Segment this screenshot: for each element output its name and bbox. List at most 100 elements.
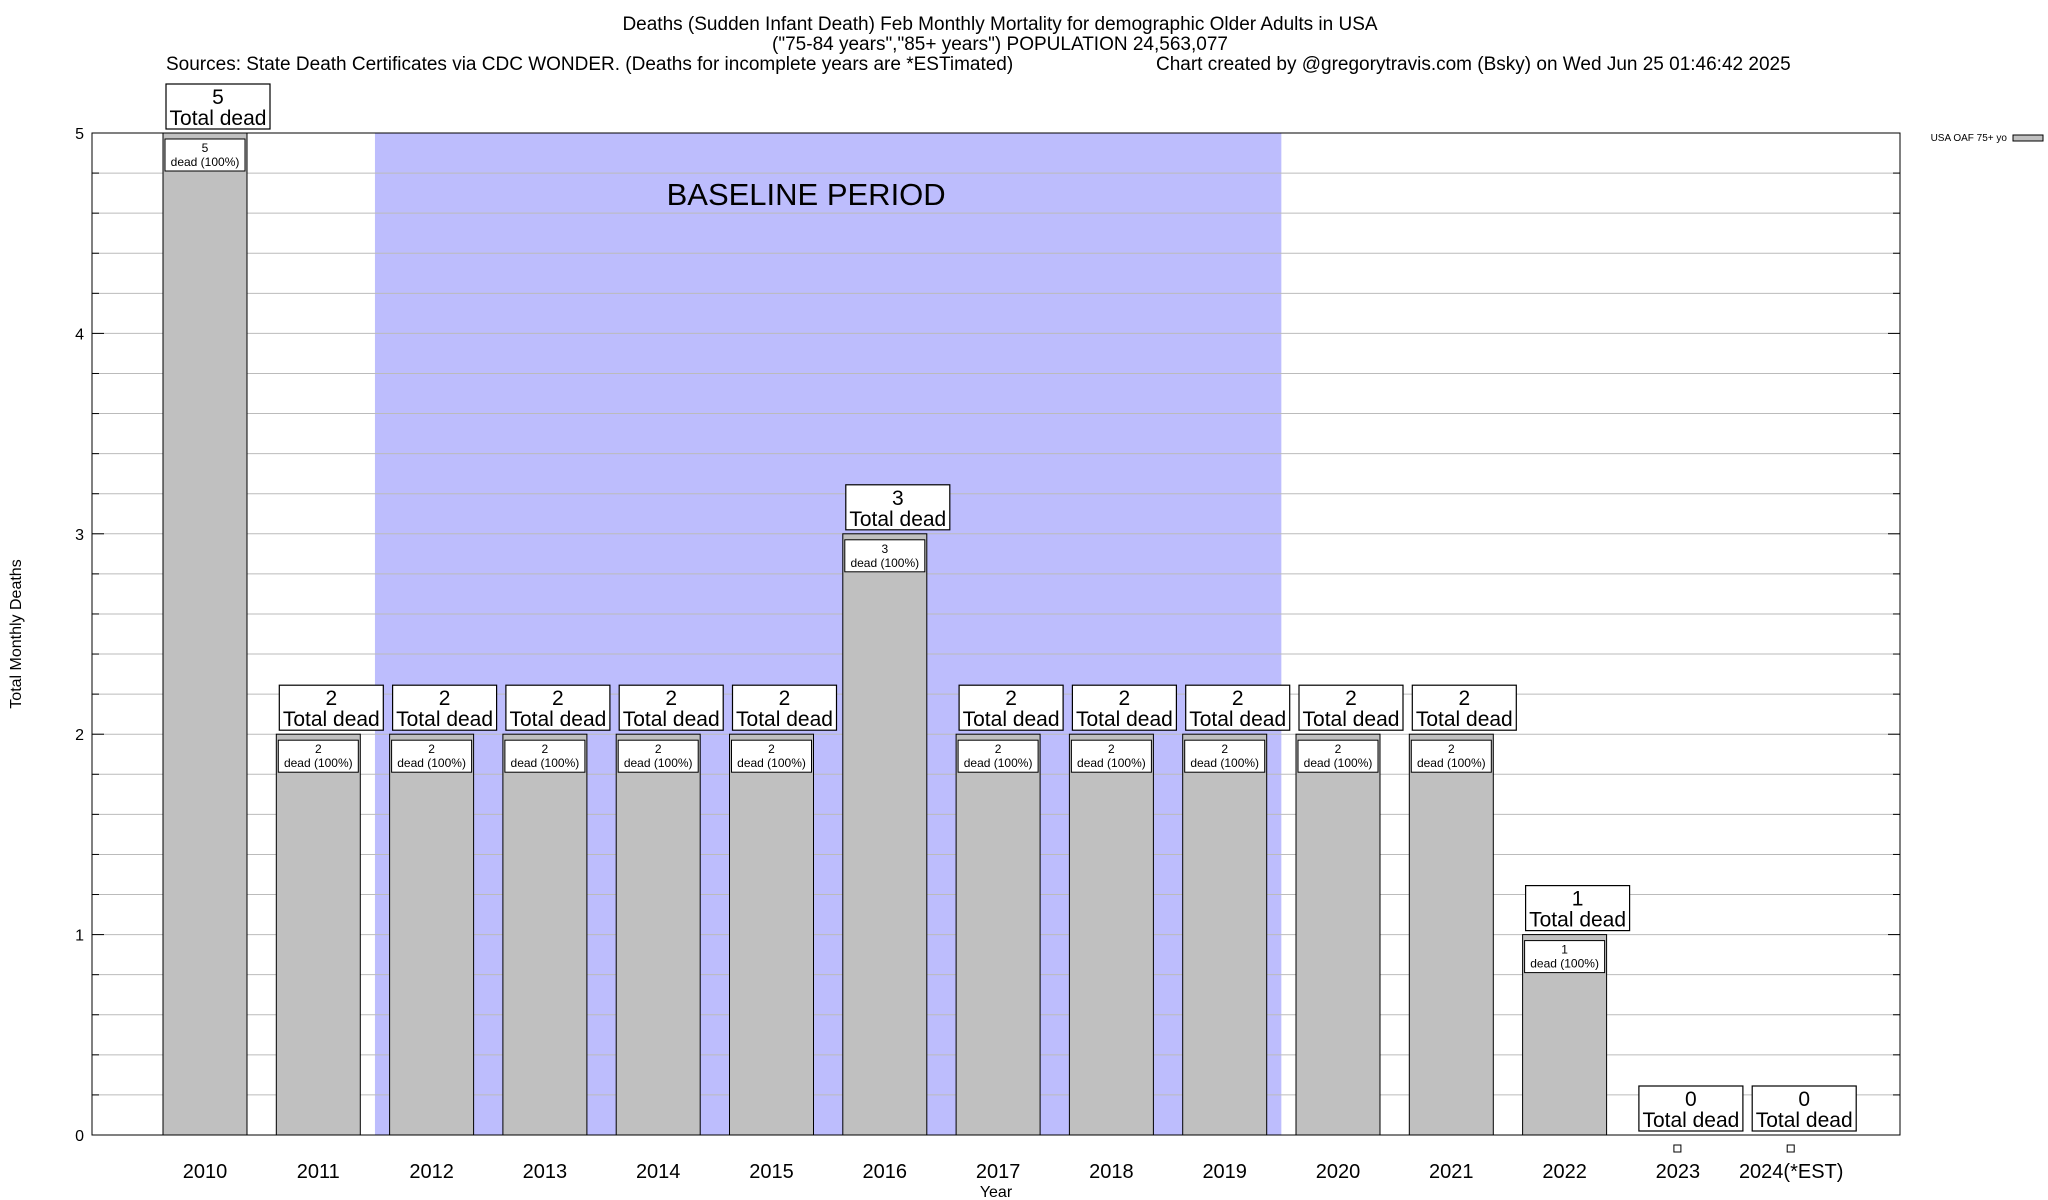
y-tick-label: 1 (75, 928, 84, 945)
bar-inner-label-box (617, 739, 699, 773)
bar-inner-percent: dead (100%) (1190, 756, 1259, 770)
x-tick-label: 2012 (409, 1161, 454, 1183)
total-dead-value: 2 (1232, 687, 1244, 710)
bar-inner-value: 2 (768, 742, 775, 756)
total-dead-value: 2 (1119, 687, 1131, 710)
bar-inner-label-box (504, 739, 586, 773)
bar-inner-label-box (731, 739, 812, 773)
credit-note: Chart created by @gregorytravis.com (Bsk… (1156, 54, 1791, 75)
bar-inner-value: 2 (655, 742, 662, 756)
x-tick-label: 2010 (183, 1161, 228, 1183)
bar (1182, 733, 1268, 1136)
total-dead-label: Total dead (1416, 708, 1513, 731)
bar-inner-value: 2 (1335, 742, 1342, 756)
bar-inner-percent: dead (100%) (511, 756, 580, 770)
bar-inner-label-box (391, 739, 473, 773)
bar-inner-value: 2 (1448, 742, 1455, 756)
bar-inner-value: 2 (542, 742, 549, 756)
total-dead-box (845, 484, 951, 531)
y-tick-label: 0 (75, 1128, 84, 1145)
total-dead-label: Total dead (396, 708, 493, 731)
bar (955, 733, 1041, 1136)
bar (1295, 733, 1381, 1136)
y-tick-label: 4 (75, 326, 84, 343)
total-dead-label: Total dead (1189, 708, 1286, 731)
bar (1408, 733, 1494, 1136)
bar-inner-label-box (277, 739, 359, 773)
bar-inner-label-box (844, 539, 926, 573)
x-tick-label: 2018 (1089, 1161, 1134, 1183)
bar (729, 733, 814, 1136)
x-tick-label: 2017 (976, 1161, 1021, 1183)
total-dead-label: Total dead (1529, 909, 1626, 932)
bar-inner-percent: dead (100%) (850, 556, 919, 570)
bar-inner-percent: dead (100%) (1417, 756, 1486, 770)
total-dead-box (1411, 684, 1517, 731)
bar-inner-label-box (1410, 739, 1492, 773)
total-dead-value: 2 (779, 687, 791, 710)
x-tick-label: 2016 (863, 1161, 908, 1183)
bar-inner-value: 3 (881, 542, 888, 556)
total-dead-value: 3 (892, 487, 904, 510)
total-dead-label: Total dead (1642, 1109, 1739, 1132)
header: Deaths (Sudden Infant Death) Feb Monthly… (166, 14, 1791, 75)
total-dead-box (165, 83, 271, 130)
total-dead-value: 2 (439, 687, 451, 710)
total-dead-label: Total dead (283, 708, 380, 731)
total-dead-box (1751, 1085, 1857, 1132)
total-dead-label: Total dead (1756, 1109, 1853, 1132)
bar (615, 733, 701, 1136)
total-dead-label: Total dead (1303, 708, 1400, 731)
plot-frame (91, 132, 1901, 1136)
bar (502, 733, 588, 1136)
chart-title: Deaths (Sudden Infant Death) Feb Monthly… (622, 14, 1377, 35)
total-dead-value: 0 (1685, 1088, 1697, 1111)
total-dead-label: Total dead (509, 708, 606, 731)
y-tick-label: 5 (75, 126, 84, 143)
x-tick-label: 2022 (1542, 1161, 1587, 1183)
legend-label: USA OAF 75+ yo (1931, 133, 2008, 144)
total-dead-label: Total dead (1076, 708, 1173, 731)
total-dead-box (1185, 684, 1291, 731)
total-dead-box (278, 684, 384, 731)
bar-inner-percent: dead (100%) (1304, 756, 1373, 770)
total-dead-box (731, 684, 838, 731)
bar-inner-percent: dead (100%) (397, 756, 466, 770)
total-dead-box (618, 684, 724, 731)
y-tick-label: 2 (75, 727, 84, 744)
bar (389, 733, 475, 1136)
total-dead-box (1298, 684, 1404, 731)
total-dead-value: 2 (1005, 687, 1017, 710)
total-dead-value: 2 (665, 687, 677, 710)
total-dead-label: Total dead (849, 508, 946, 531)
zero-marker (1673, 1144, 1682, 1153)
total-dead-box (1071, 684, 1178, 731)
bar-inner-label-box (1070, 739, 1152, 773)
total-dead-value: 2 (1458, 687, 1470, 710)
bar-inner-value: 2 (1221, 742, 1228, 756)
bar (1068, 733, 1154, 1136)
total-dead-label: Total dead (963, 708, 1060, 731)
total-dead-box (505, 684, 611, 731)
total-dead-value: 5 (212, 86, 224, 109)
y-tick-label: 3 (75, 527, 84, 544)
legend: USA OAF 75+ yo (1931, 133, 2044, 144)
x-tick-label: 2014 (636, 1161, 681, 1183)
x-tick-label: 2015 (749, 1161, 794, 1183)
bar-inner-percent: dead (100%) (1077, 756, 1146, 770)
x-tick-label: 2021 (1429, 1161, 1474, 1183)
baseline-label: BASELINE PERIOD (667, 177, 946, 212)
bar-inner-label-box (1184, 739, 1266, 773)
x-axis-label: Year (980, 1184, 1013, 1200)
bar (275, 733, 361, 1136)
